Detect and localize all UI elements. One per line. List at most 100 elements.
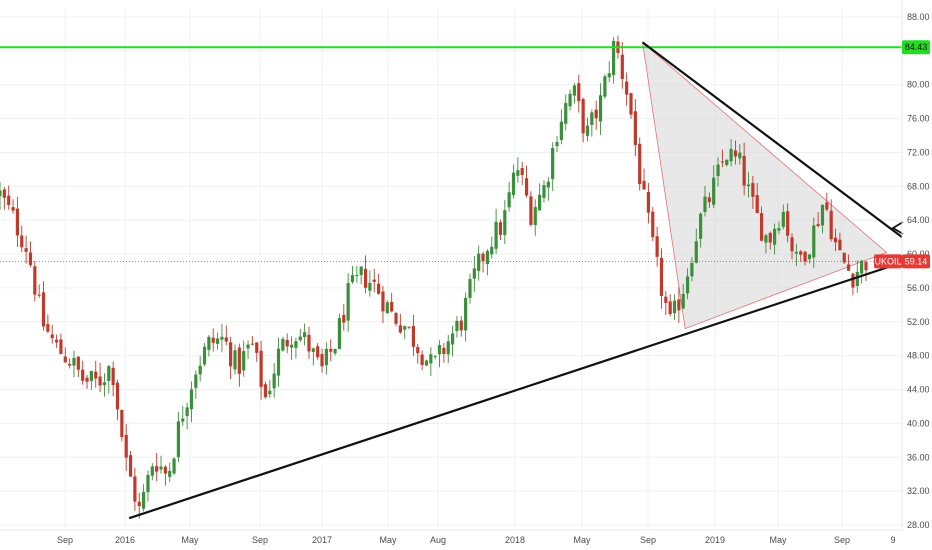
candle-body — [372, 279, 376, 282]
x-tick-label: Sep — [640, 535, 656, 545]
candle-body — [611, 40, 616, 76]
candle-body — [316, 346, 320, 357]
candle-body — [829, 210, 833, 240]
candle-body — [794, 251, 798, 254]
x-tick-label: 9 — [890, 535, 895, 545]
candle-body — [594, 109, 598, 119]
candle-body — [263, 384, 268, 398]
y-tick-label: 88.00 — [907, 12, 930, 22]
upper-trendline[interactable] — [641, 41, 903, 239]
x-tick-label: May — [379, 535, 397, 545]
candle-body — [681, 293, 685, 309]
candle-body — [807, 254, 812, 260]
candle-body — [755, 195, 759, 214]
candle-body — [677, 299, 681, 311]
candle-body — [481, 253, 485, 262]
candle-body — [259, 350, 263, 387]
candle-body — [538, 194, 542, 211]
candle-body — [720, 161, 724, 163]
candle-body — [155, 466, 159, 472]
candle-body — [625, 81, 629, 95]
x-tick-label: 2017 — [312, 535, 332, 545]
candle-body — [590, 112, 594, 125]
candle-body — [272, 373, 276, 389]
candle-body — [799, 251, 803, 255]
candle-body — [276, 348, 281, 376]
candle-body — [159, 466, 163, 470]
candle-body — [59, 339, 63, 355]
candle-body — [381, 291, 385, 312]
candle-body — [786, 211, 790, 236]
time-axis[interactable]: Sep 2016 May Sep 2017 May Aug 2018 May Sep 2019 May… — [57, 535, 896, 545]
candle-body — [194, 374, 198, 388]
candle-body — [320, 354, 324, 367]
candle-body — [420, 354, 424, 365]
candle-body — [98, 376, 102, 386]
candle-body — [542, 185, 546, 198]
candle-body — [864, 262, 868, 271]
candle-body — [385, 302, 389, 313]
candle-body — [0, 190, 2, 197]
candle-body — [712, 177, 716, 205]
candle-body — [407, 326, 411, 328]
candle-body — [242, 351, 246, 371]
candle-body — [485, 251, 489, 265]
candle-body — [581, 99, 585, 134]
candle-body — [68, 363, 72, 366]
candle-body — [546, 181, 550, 188]
candle-body — [716, 164, 720, 177]
candle-body — [281, 338, 285, 351]
candlestick-series — [0, 35, 868, 519]
x-tick-label: Sep — [834, 535, 850, 545]
candle-body — [207, 336, 211, 350]
y-tick-label: 76.00 — [907, 114, 930, 124]
candle-body — [285, 339, 289, 347]
candle-body — [529, 196, 533, 225]
candle-body — [524, 178, 529, 196]
x-tick-label: May — [181, 535, 199, 545]
candle-body — [363, 268, 368, 288]
candle-body — [651, 211, 655, 238]
arrow-icon — [891, 221, 904, 235]
triangle-pattern — [642, 41, 888, 330]
candle-body — [63, 356, 67, 363]
candle-body — [555, 142, 559, 147]
candle-body — [137, 501, 141, 507]
y-tick-label: 60.00 — [907, 249, 930, 259]
candle-body — [459, 320, 463, 331]
candle-body — [659, 257, 664, 296]
candle-body — [733, 150, 738, 157]
y-tick-label: 48.00 — [907, 351, 930, 361]
candle-body — [690, 262, 694, 277]
candle-body — [28, 252, 33, 266]
y-tick-label: 52.00 — [907, 317, 930, 327]
candle-body — [490, 246, 494, 255]
candle-body — [233, 350, 237, 370]
candle-body — [333, 349, 337, 354]
x-tick-label: Sep — [57, 535, 73, 545]
candle-body — [41, 292, 46, 327]
candle-body — [403, 326, 407, 330]
candle-body — [511, 172, 516, 195]
candle-body — [516, 170, 520, 176]
candle-body — [307, 334, 311, 352]
candle-body — [742, 155, 746, 186]
candle-body — [37, 294, 41, 296]
candle-body — [664, 296, 668, 303]
candle-body — [777, 228, 781, 231]
candle-body — [633, 111, 637, 145]
candle-body — [198, 365, 202, 375]
candle-body — [115, 382, 120, 410]
candle-body — [603, 76, 607, 97]
candle-body — [768, 232, 772, 243]
y-tick-label: 28.00 — [907, 520, 930, 530]
candle-body — [185, 407, 189, 416]
lower-trendline[interactable] — [128, 261, 903, 520]
y-tick-label: 32.00 — [907, 486, 930, 496]
candle-body — [477, 253, 481, 271]
candle-body — [729, 148, 733, 162]
candle-body — [303, 332, 307, 338]
candle-body — [229, 342, 233, 367]
candle-body — [564, 103, 568, 124]
